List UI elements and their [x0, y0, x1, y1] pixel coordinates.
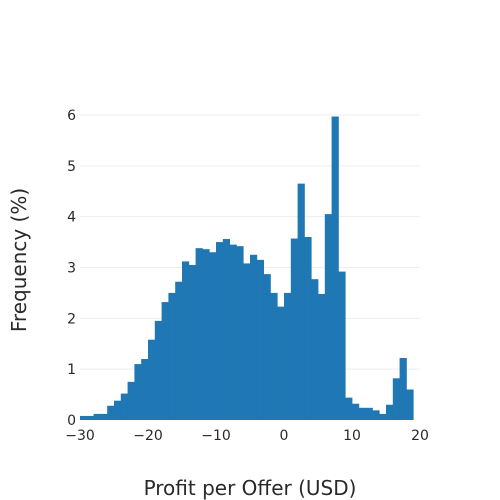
histogram-bar	[100, 413, 108, 420]
histogram-bar	[399, 357, 407, 420]
y-tick-label: 1	[67, 362, 76, 378]
x-tick-label: 20	[411, 428, 429, 444]
histogram-bar	[290, 238, 298, 420]
histogram-bar	[338, 271, 346, 420]
histogram-bar	[236, 246, 244, 420]
histogram-bar	[222, 239, 230, 420]
y-tick-label: 0	[67, 413, 76, 429]
histogram-bar	[120, 393, 128, 420]
histogram-bar	[304, 237, 312, 420]
y-tick-label: 4	[67, 210, 76, 226]
x-tick-label: 0	[280, 428, 289, 444]
y-axis-ticks: 0 1 2 3 4 5 6	[67, 108, 76, 429]
histogram-bar	[86, 415, 94, 420]
histogram-bar	[243, 263, 251, 420]
y-tick-label: 5	[67, 159, 76, 175]
histogram-bar	[331, 116, 339, 421]
histogram-bar	[188, 264, 196, 420]
y-axis-title: Frequency (%)	[7, 188, 31, 332]
histogram-bar	[358, 407, 366, 420]
histogram-bar	[365, 407, 373, 420]
histogram-bar	[114, 400, 122, 420]
histogram-bar	[392, 378, 400, 420]
y-tick-label: 3	[67, 261, 76, 277]
x-tick-label: 10	[343, 428, 361, 444]
histogram-bar	[202, 249, 210, 420]
histogram-bar	[284, 292, 292, 420]
histogram-bar	[277, 306, 285, 420]
x-tick-label: −30	[65, 428, 95, 444]
y-tick-label: 6	[67, 108, 76, 124]
histogram-bar	[80, 415, 88, 420]
histogram-bar	[195, 248, 203, 420]
histogram-bar	[148, 339, 156, 420]
histogram-bar	[256, 259, 264, 420]
histogram-bar	[127, 381, 135, 420]
histogram-bar	[379, 413, 387, 420]
x-axis-title: Profit per Offer (USD)	[144, 476, 357, 500]
histogram-bar	[175, 281, 183, 420]
histogram-bar	[386, 404, 394, 420]
x-tick-label: −10	[201, 428, 231, 444]
x-tick-label: −20	[133, 428, 163, 444]
histogram-bar	[324, 214, 332, 420]
histogram-bar	[372, 410, 380, 420]
histogram-bar	[134, 364, 142, 420]
histogram-bar	[311, 279, 319, 420]
histogram-bar	[250, 254, 258, 420]
x-axis-ticks: −30 −20 −10 0 10 20	[65, 428, 429, 444]
histogram-bar	[154, 320, 162, 420]
histogram-bar	[216, 242, 224, 420]
histogram-bar	[161, 302, 169, 420]
histogram-bar	[270, 292, 278, 420]
histogram-bar	[182, 261, 190, 420]
bars	[80, 116, 414, 421]
histogram-bar	[93, 413, 101, 420]
histogram-bar	[318, 293, 326, 420]
y-tick-label: 2	[67, 311, 76, 327]
histogram-bar	[263, 274, 271, 420]
histogram-bar	[168, 292, 176, 420]
histogram-bar	[209, 252, 217, 420]
histogram-bar	[297, 183, 305, 420]
histogram-bar	[406, 389, 414, 420]
histogram-bar	[229, 244, 237, 420]
histogram-bar	[141, 359, 149, 420]
histogram-bar	[345, 397, 353, 420]
histogram-bar	[352, 403, 360, 420]
histogram-bar	[107, 405, 115, 420]
